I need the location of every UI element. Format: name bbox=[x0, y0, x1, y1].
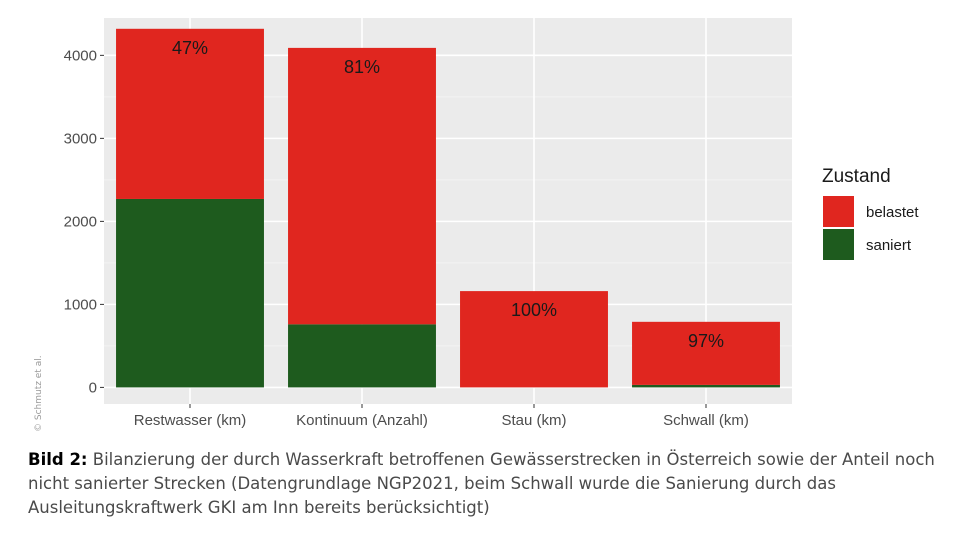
caption-text: Bilanzierung der durch Wasserkraft betro… bbox=[28, 450, 935, 517]
legend-swatch-belastet bbox=[823, 196, 854, 227]
bar-saniert bbox=[288, 324, 436, 388]
legend-swatch-saniert bbox=[823, 229, 854, 260]
x-axis: Restwasser (km) Kontinuum (Anzahl) Stau (k… bbox=[134, 404, 749, 429]
y-axis: 0 1000 2000 3000 4000 bbox=[64, 47, 104, 396]
bar-percent-label: 100% bbox=[511, 300, 557, 320]
x-tick-label: Restwasser (km) bbox=[134, 412, 247, 429]
y-tick-label: 3000 bbox=[64, 130, 97, 147]
y-tick-label: 1000 bbox=[64, 296, 97, 313]
y-tick-label: 0 bbox=[89, 379, 97, 396]
bar-percent-label: 47% bbox=[172, 38, 208, 58]
bar-saniert bbox=[632, 384, 780, 388]
y-tick-label: 4000 bbox=[64, 47, 97, 64]
bar-belastet bbox=[116, 28, 264, 199]
x-tick-label: Kontinuum (Anzahl) bbox=[296, 412, 428, 429]
y-tick-label: 2000 bbox=[64, 213, 97, 230]
bar-percent-label: 81% bbox=[344, 57, 380, 77]
caption-label: Bild 2: bbox=[28, 450, 88, 469]
legend-label-belastet: belastet bbox=[866, 204, 919, 221]
legend-label-saniert: saniert bbox=[866, 237, 912, 254]
bar-belastet bbox=[460, 291, 608, 388]
stacked-bar-chart: 47% 81% 100% 97% 0 1000 2000 3000 4000 Restwass… bbox=[64, 18, 919, 429]
bar-belastet bbox=[632, 321, 780, 385]
bar-percent-label: 97% bbox=[688, 331, 724, 351]
figure-caption: Bild 2: Bilanzierung der durch Wasserkra… bbox=[28, 448, 943, 520]
x-tick-label: Schwall (km) bbox=[663, 412, 749, 429]
legend-title: Zustand bbox=[822, 166, 891, 187]
image-credit: © Schmutz et al. bbox=[34, 355, 44, 432]
bar-belastet bbox=[288, 47, 436, 325]
x-tick-label: Stau (km) bbox=[501, 412, 566, 429]
legend: Zustand belastet saniert bbox=[822, 166, 919, 260]
bar-saniert bbox=[116, 198, 264, 388]
bars bbox=[116, 28, 780, 388]
bar-labels: 47% 81% 100% 97% bbox=[172, 38, 724, 351]
